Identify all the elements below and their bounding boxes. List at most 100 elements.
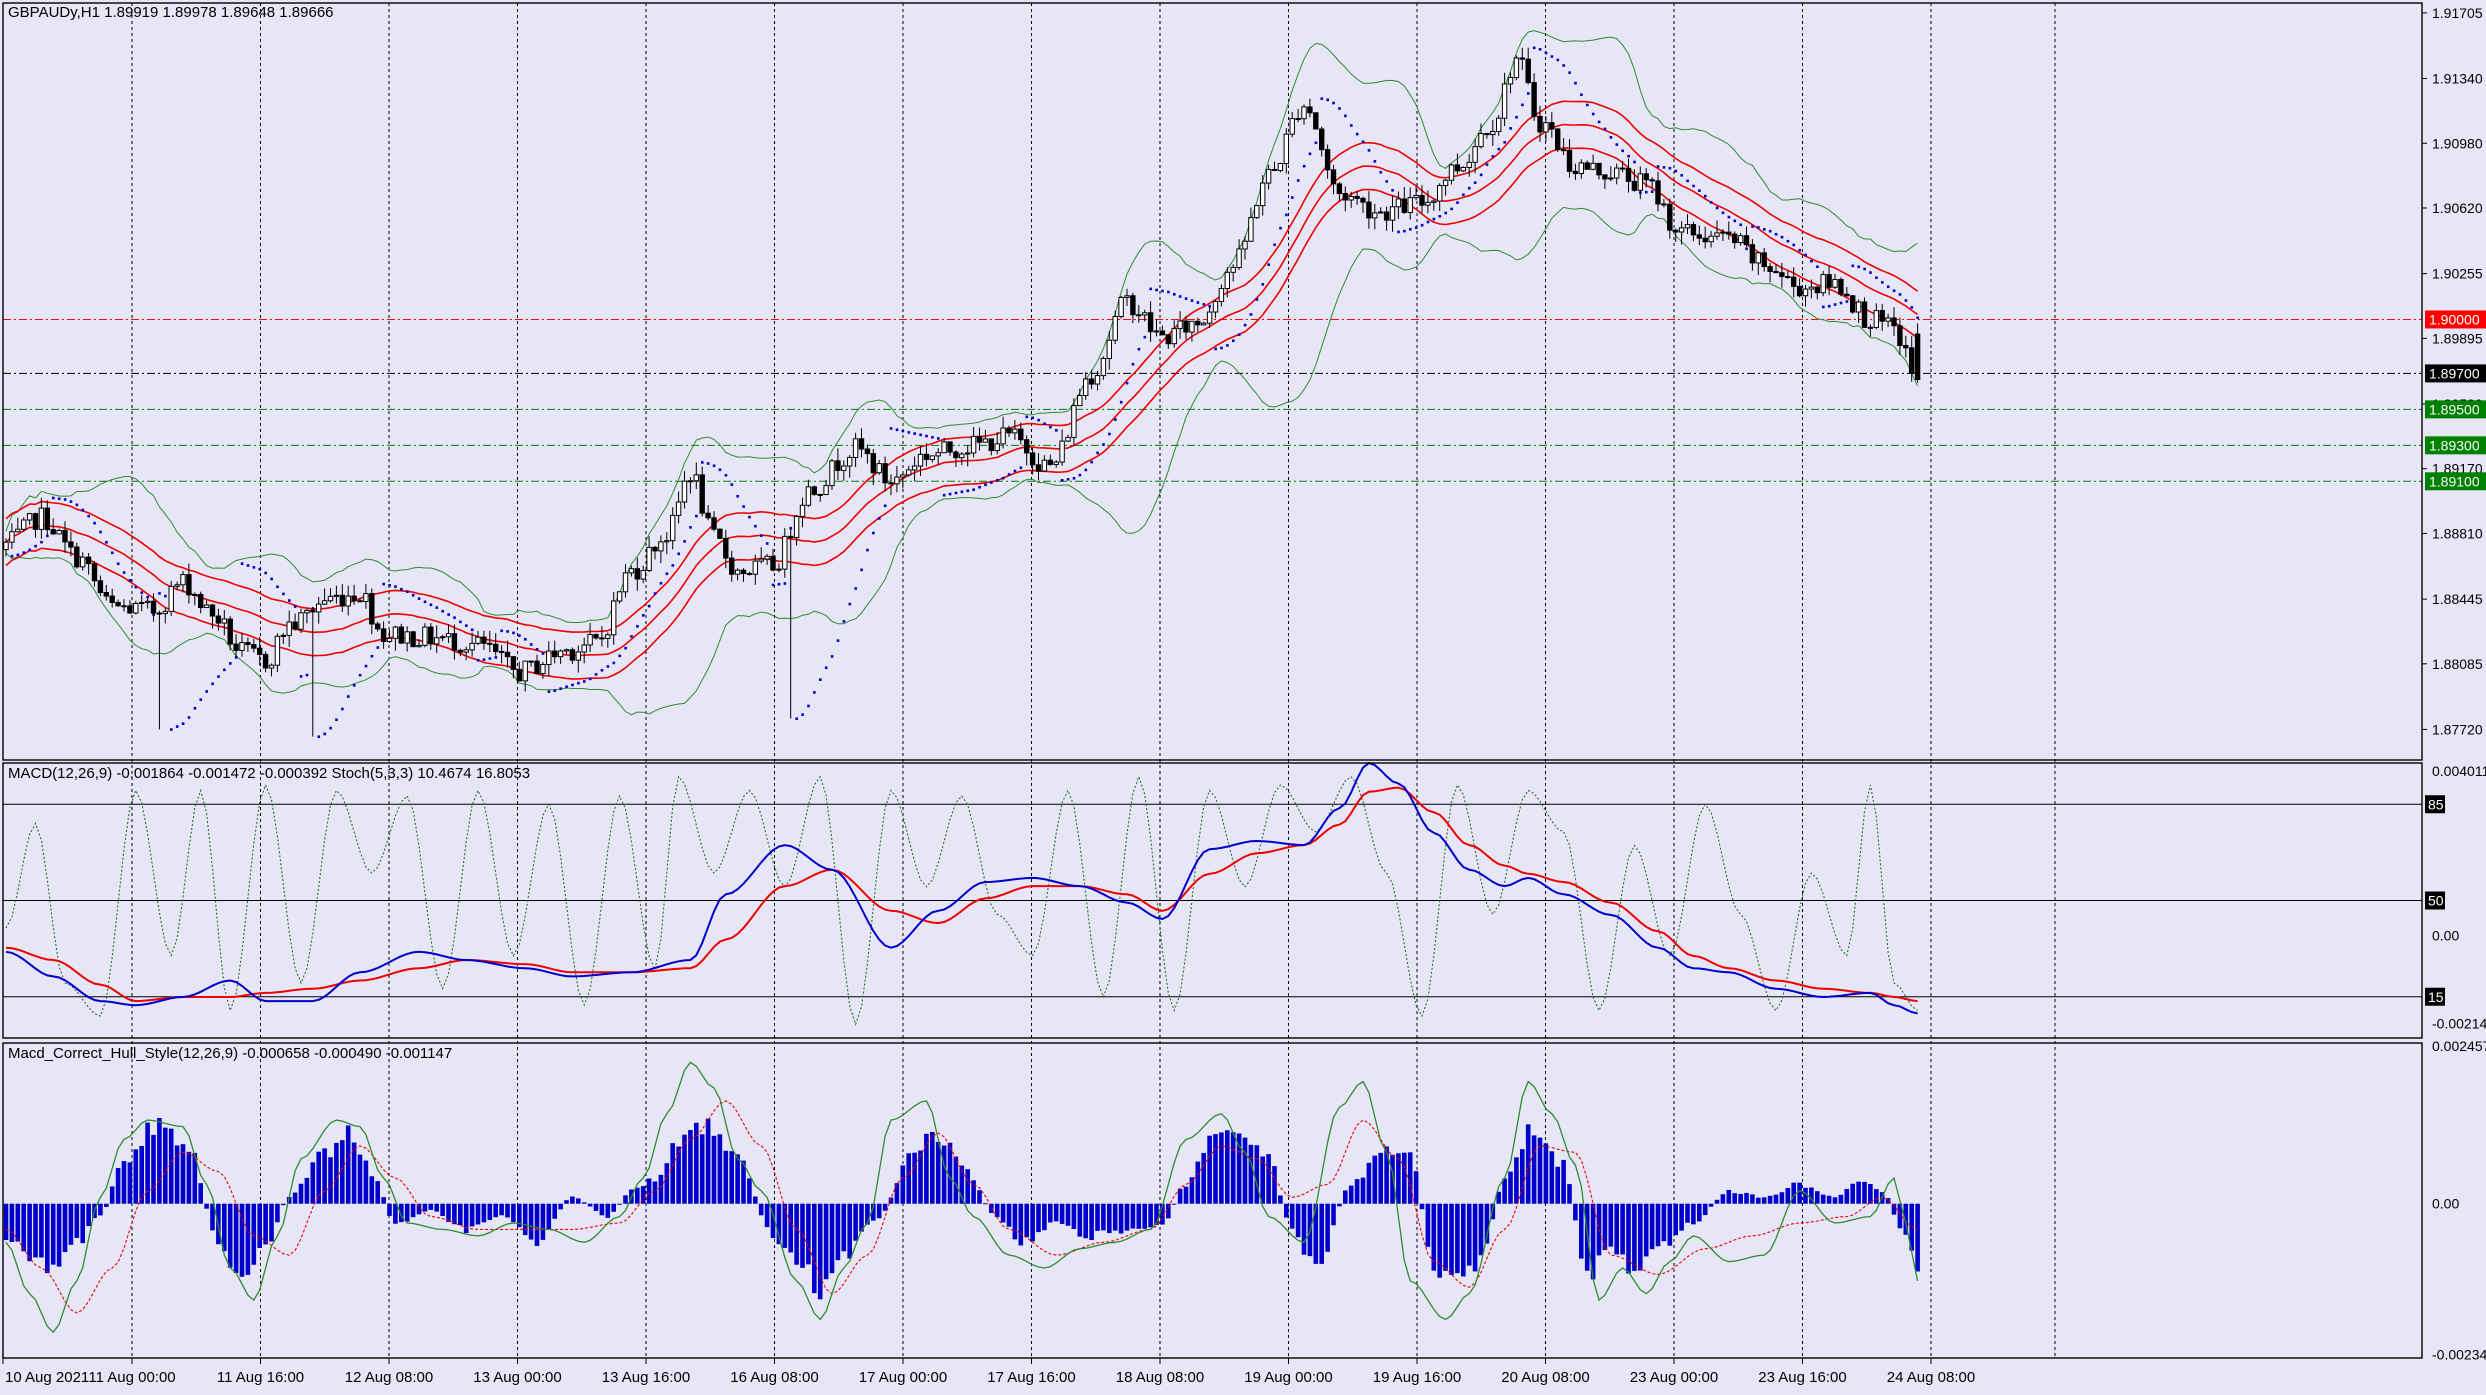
candle[interactable] [1761, 252, 1767, 268]
candle[interactable] [133, 602, 139, 614]
candle[interactable] [168, 585, 174, 612]
candle[interactable] [675, 501, 682, 516]
candle[interactable] [699, 474, 705, 514]
candle[interactable] [1336, 183, 1343, 195]
candle[interactable] [628, 568, 635, 574]
candle[interactable] [1018, 428, 1024, 441]
candle[interactable] [1796, 285, 1803, 297]
candle[interactable] [752, 560, 758, 575]
candle[interactable] [1100, 358, 1107, 377]
candle[interactable] [510, 656, 517, 670]
candle[interactable] [1631, 180, 1638, 191]
candle[interactable] [3, 541, 9, 551]
candle[interactable] [1112, 316, 1118, 341]
price-panel[interactable] [3, 30, 1921, 739]
candle[interactable] [1661, 203, 1667, 206]
candle[interactable] [1673, 229, 1679, 233]
candle[interactable] [1024, 439, 1030, 454]
candle[interactable] [180, 574, 186, 586]
candle[interactable] [304, 609, 310, 614]
candle[interactable] [841, 465, 847, 471]
candle[interactable] [717, 528, 723, 539]
candle[interactable] [80, 556, 86, 568]
candle[interactable] [209, 604, 216, 617]
candle[interactable] [563, 649, 570, 652]
candle[interactable] [1749, 244, 1756, 264]
candle[interactable] [1106, 339, 1112, 360]
candle[interactable] [186, 574, 192, 596]
candle[interactable] [1637, 173, 1643, 191]
candle[interactable] [953, 451, 959, 459]
candle[interactable] [404, 631, 410, 644]
candle[interactable] [1053, 461, 1059, 465]
candle[interactable] [658, 541, 664, 552]
candle[interactable] [1737, 235, 1744, 244]
candle[interactable] [965, 452, 971, 455]
candle[interactable] [310, 609, 316, 613]
candle[interactable] [947, 441, 953, 453]
candle[interactable] [1360, 197, 1366, 203]
candle[interactable] [776, 568, 782, 571]
candle[interactable] [1507, 77, 1514, 85]
candle[interactable] [1820, 274, 1826, 294]
candle[interactable] [97, 580, 104, 594]
candle[interactable] [144, 600, 151, 603]
candle[interactable] [280, 634, 287, 637]
candle[interactable] [1543, 122, 1549, 133]
candle[interactable] [268, 664, 275, 669]
candle[interactable] [1212, 300, 1219, 313]
candle[interactable] [882, 463, 888, 484]
candle[interactable] [1726, 231, 1732, 235]
candle[interactable] [1460, 166, 1466, 172]
candle[interactable] [38, 507, 45, 530]
candle[interactable] [1501, 83, 1508, 119]
candle[interactable] [1324, 149, 1331, 171]
candle[interactable] [339, 594, 346, 607]
candle[interactable] [1891, 317, 1897, 327]
candle[interactable] [1413, 194, 1419, 199]
candle[interactable] [1566, 149, 1573, 172]
candle[interactable] [1342, 193, 1348, 201]
candle[interactable] [345, 595, 351, 607]
macd-stoch-panel[interactable] [3, 761, 2422, 1027]
candle[interactable] [44, 507, 50, 531]
candle[interactable] [864, 448, 871, 455]
candle[interactable] [1442, 179, 1449, 187]
candle[interactable] [1732, 233, 1738, 244]
candle[interactable] [1785, 276, 1791, 279]
candle[interactable] [805, 486, 812, 506]
candle[interactable] [451, 633, 458, 651]
candle[interactable] [605, 634, 611, 639]
candle[interactable] [835, 460, 841, 471]
candle[interactable] [1478, 133, 1484, 148]
candle[interactable] [575, 651, 581, 661]
candle[interactable] [1596, 162, 1602, 176]
candle[interactable] [552, 650, 558, 658]
candle[interactable] [1407, 197, 1413, 213]
candle[interactable] [900, 474, 906, 478]
candle[interactable] [1578, 162, 1584, 175]
candle[interactable] [1808, 286, 1815, 290]
candle[interactable] [1283, 133, 1289, 165]
candle[interactable] [463, 649, 469, 653]
candle[interactable] [734, 569, 741, 575]
candle[interactable] [1619, 167, 1626, 170]
candle[interactable] [1189, 320, 1195, 333]
candle[interactable] [1643, 173, 1649, 181]
candle[interactable] [546, 650, 552, 666]
candle[interactable] [652, 546, 658, 552]
candle[interactable] [1850, 295, 1856, 313]
candle[interactable] [1513, 57, 1520, 79]
candle[interactable] [1330, 169, 1337, 185]
candle[interactable] [74, 546, 80, 568]
candle[interactable] [516, 668, 522, 682]
candle[interactable] [50, 529, 56, 535]
candle[interactable] [1088, 378, 1095, 385]
candle[interactable] [487, 642, 493, 645]
candle[interactable] [1147, 312, 1154, 333]
candle[interactable] [32, 513, 39, 530]
candle[interactable] [239, 642, 245, 651]
candle[interactable] [1590, 162, 1596, 170]
candle[interactable] [1909, 347, 1915, 374]
candle[interactable] [1832, 279, 1838, 288]
